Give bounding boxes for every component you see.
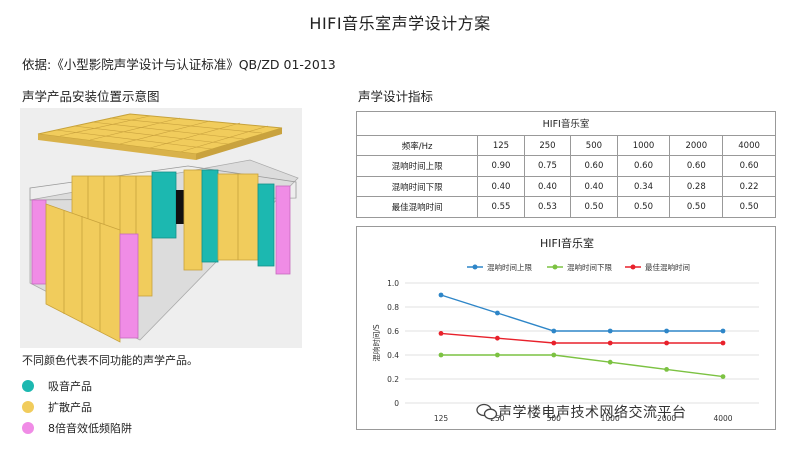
y-tick-label: 0.6: [387, 327, 399, 336]
table-header-cell: 125: [477, 134, 525, 157]
x-tick-label: 4000: [713, 414, 732, 423]
x-tick-label: 250: [490, 414, 505, 423]
table-cell: 0.90: [477, 155, 525, 177]
x-tick-label: 500: [547, 414, 562, 423]
table-cell: 0.50: [616, 196, 671, 218]
table-title: HIFI音乐室: [356, 111, 776, 136]
legend-label: 扩散产品: [48, 401, 92, 414]
legend-label: 混响时间上限: [487, 262, 532, 272]
data-point: [720, 328, 726, 334]
y-tick-label: 1.0: [387, 279, 399, 288]
data-point: [607, 340, 613, 346]
side-wall-panels: [31, 199, 139, 343]
y-tick-label: 0.4: [387, 351, 399, 360]
table-header-cell: 4000: [722, 134, 776, 157]
diffuser-color-dot: [22, 401, 34, 413]
data-point: [551, 340, 557, 346]
legend-item-absorber: 吸音产品: [22, 378, 92, 394]
table-cell: 0.50: [570, 196, 618, 218]
data-point: [720, 374, 726, 379]
table-cell: 0.40: [477, 175, 525, 198]
spec-heading: 声学设计指标: [358, 89, 434, 104]
table-cell: 0.22: [722, 175, 776, 198]
spec-table: HIFI音乐室 频率/Hz 125 250 500 1000 2000 4000…: [355, 111, 776, 218]
legend-label: 8倍音效低频陷阱: [48, 422, 132, 435]
table-cell: 0.28: [669, 175, 724, 198]
table-row-label: 混响时间上限: [355, 155, 479, 177]
data-point: [551, 328, 557, 334]
x-tick-label: 2000: [657, 414, 676, 423]
legend-marker: [472, 264, 478, 270]
x-tick-label: 125: [434, 414, 449, 423]
y-tick-label: 0.8: [387, 303, 399, 312]
table-cell: 0.40: [523, 175, 572, 198]
chart-title: HIFI音乐室: [540, 236, 594, 250]
table-cell: 0.55: [477, 196, 525, 218]
data-point: [495, 335, 500, 341]
legend-label: 吸音产品: [48, 380, 92, 393]
data-point: [664, 367, 669, 372]
table-cell: 0.60: [570, 155, 618, 177]
bass-trap-color-dot: [22, 422, 34, 434]
y-axis-label: 混响时间/S: [371, 324, 381, 362]
diagram-heading: 声学产品安装位置示意图: [22, 89, 160, 104]
table-cell: 0.60: [669, 155, 724, 177]
x-tick-label: 1000: [601, 414, 620, 423]
room-illustration: [20, 108, 302, 348]
legend-marker: [552, 264, 558, 270]
legend-label: 最佳混响时间: [645, 262, 690, 272]
wechat-icon: [476, 403, 498, 420]
table-header-cell: 2000: [669, 134, 724, 157]
table-header-cell: 1000: [616, 134, 671, 157]
legend-item-bass-trap: 8倍音效低频陷阱: [22, 420, 132, 436]
table-cell: 0.75: [523, 155, 572, 177]
absorber-color-dot: [22, 380, 34, 392]
table-header-cell: 500: [570, 134, 618, 157]
table-cell: 0.40: [570, 175, 618, 198]
watermark-text: 声学楼电声技术网络交流平台: [498, 405, 687, 421]
data-point: [495, 352, 500, 358]
table-header-cell: 250: [523, 134, 572, 157]
y-tick-label: 0.2: [387, 375, 399, 384]
table-cell: 0.53: [523, 196, 572, 218]
data-point: [551, 352, 557, 358]
data-point: [664, 340, 669, 346]
data-point: [720, 340, 726, 346]
watermark: 声学楼电声技术网络交流平台: [476, 402, 687, 422]
data-point: [607, 359, 613, 365]
table-cell: 0.60: [616, 155, 671, 177]
data-point: [438, 331, 444, 336]
legend-label: 混响时间下限: [567, 262, 612, 272]
table-cell: 0.34: [616, 175, 671, 198]
standard-basis: 依据:《小型影院声学设计与认证标准》QB/ZD 01-2013: [22, 57, 336, 72]
table-cell: 0.50: [669, 196, 724, 218]
series-line: [440, 332, 723, 344]
ceiling-diffusers: [37, 113, 283, 160]
table-row: 混响时间上限 0.90 0.75 0.60 0.60 0.60 0.60: [355, 155, 776, 177]
table-header-cell: 频率/Hz: [355, 134, 479, 157]
data-point: [438, 292, 444, 298]
legend-marker: [630, 264, 636, 270]
series-line: [440, 294, 723, 332]
data-point: [438, 352, 444, 358]
legend-item-diffuser: 扩散产品: [22, 399, 92, 415]
data-point: [664, 328, 669, 334]
series-line: [441, 354, 724, 378]
table-row-label: 最佳混响时间: [355, 196, 479, 218]
legend-note: 不同颜色代表不同功能的声学产品。: [22, 354, 198, 367]
table-row: 最佳混响时间 0.55 0.53 0.50 0.50 0.50 0.50: [355, 196, 776, 218]
page-title: HIFI音乐室声学设计方案: [309, 14, 491, 33]
table-cell: 0.50: [722, 196, 776, 218]
reverb-chart: HIFI音乐室混响时间上限 混响时间下限 最佳混响时间 0 0.2 0.4 0.6 0.8 1.…: [356, 226, 776, 430]
table-cell: 0.60: [722, 155, 776, 177]
table-row: 混响时间下限 0.40 0.40 0.40 0.34 0.28 0.22: [355, 175, 776, 198]
data-point: [607, 328, 613, 334]
table-row-label: 混响时间下限: [355, 175, 479, 198]
room-drawing: [29, 113, 299, 343]
table-header-row: 频率/Hz 125 250 500 1000 2000 4000: [355, 134, 776, 157]
y-tick-label: 0: [394, 399, 399, 408]
data-point: [495, 310, 500, 316]
